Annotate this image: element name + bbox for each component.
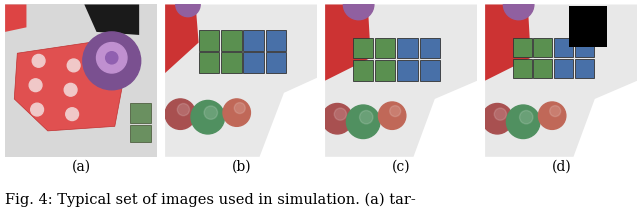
Circle shape <box>550 106 561 116</box>
Bar <box>575 38 594 57</box>
Circle shape <box>64 83 77 96</box>
Bar <box>554 38 573 57</box>
Circle shape <box>176 0 200 17</box>
Circle shape <box>106 52 118 64</box>
Polygon shape <box>485 4 531 81</box>
Bar <box>221 30 241 51</box>
Circle shape <box>346 105 380 138</box>
Polygon shape <box>5 4 26 32</box>
Polygon shape <box>325 4 371 81</box>
Circle shape <box>482 103 513 134</box>
Bar <box>375 38 396 58</box>
Text: (c): (c) <box>392 160 411 174</box>
Bar <box>533 58 552 78</box>
Bar <box>397 38 418 58</box>
Circle shape <box>67 59 80 72</box>
Circle shape <box>204 106 218 119</box>
Bar <box>420 38 440 58</box>
Circle shape <box>191 100 225 134</box>
Circle shape <box>234 103 245 114</box>
Circle shape <box>538 102 566 129</box>
Bar <box>420 60 440 81</box>
Text: (b): (b) <box>232 160 251 174</box>
Circle shape <box>378 102 406 129</box>
Polygon shape <box>165 4 317 157</box>
Bar <box>198 30 219 51</box>
Bar <box>397 60 418 81</box>
Bar <box>575 58 594 78</box>
Text: Fig. 4: Typical set of images used in simulation. (a) tar-: Fig. 4: Typical set of images used in si… <box>5 193 416 207</box>
Bar <box>243 52 264 73</box>
Circle shape <box>506 105 540 138</box>
Bar <box>513 58 532 78</box>
Circle shape <box>504 0 534 20</box>
Bar <box>130 103 151 123</box>
Circle shape <box>97 43 127 73</box>
Circle shape <box>165 99 196 129</box>
Circle shape <box>177 103 189 116</box>
Polygon shape <box>165 4 198 73</box>
Circle shape <box>66 108 79 121</box>
Circle shape <box>29 79 42 92</box>
Text: (a): (a) <box>72 160 91 174</box>
Bar <box>266 52 286 73</box>
Polygon shape <box>14 43 124 131</box>
Polygon shape <box>84 4 139 35</box>
Circle shape <box>83 32 141 90</box>
Bar <box>130 125 151 142</box>
Bar <box>533 38 552 57</box>
Circle shape <box>390 106 401 116</box>
Bar <box>266 30 286 51</box>
Text: (d): (d) <box>552 160 571 174</box>
Bar <box>221 52 241 73</box>
Bar <box>554 58 573 78</box>
Circle shape <box>360 110 373 124</box>
Circle shape <box>223 99 250 126</box>
Bar <box>353 60 373 81</box>
Bar <box>243 30 264 51</box>
Bar <box>198 52 219 73</box>
Circle shape <box>334 108 346 120</box>
Bar <box>569 6 607 47</box>
Bar <box>513 38 532 57</box>
Bar <box>375 60 396 81</box>
Circle shape <box>322 103 353 134</box>
Circle shape <box>494 108 506 120</box>
Circle shape <box>520 110 533 124</box>
Bar <box>353 38 373 58</box>
Circle shape <box>31 103 44 116</box>
Circle shape <box>344 0 374 20</box>
Polygon shape <box>325 4 477 157</box>
Circle shape <box>32 54 45 67</box>
Polygon shape <box>5 4 157 157</box>
Polygon shape <box>485 4 637 157</box>
